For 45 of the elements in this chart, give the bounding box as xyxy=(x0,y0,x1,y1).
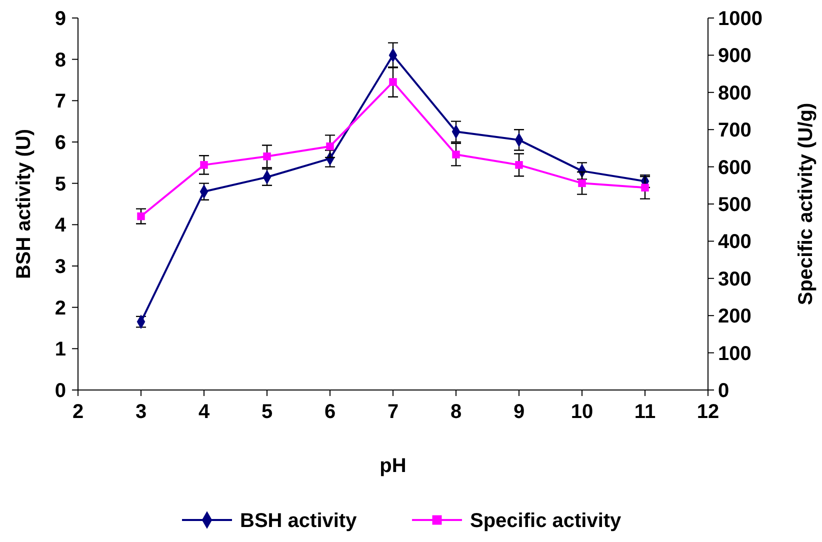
x-tick-label: 12 xyxy=(696,401,720,423)
y2-tick-label: 500 xyxy=(718,194,752,216)
point xyxy=(326,142,334,150)
y2-tick-label: 600 xyxy=(718,156,752,179)
point xyxy=(578,179,586,188)
y-axis-title: BSH activity (U) xyxy=(13,128,35,280)
point xyxy=(200,161,208,169)
point xyxy=(452,150,460,158)
y2-tick-label: 0 xyxy=(718,380,730,402)
point xyxy=(641,184,649,192)
y-tick-label: 0 xyxy=(54,380,66,402)
x-tick-label: 2 xyxy=(72,401,84,423)
x-axis-title: pH xyxy=(380,455,406,477)
y2-tick-label: 100 xyxy=(718,342,752,365)
y-tick-label: 3 xyxy=(54,256,66,278)
y-tick-label: 5 xyxy=(54,173,66,196)
x-tick-label: 3 xyxy=(135,401,147,423)
x-tick-label: 10 xyxy=(570,401,594,423)
y2-tick-label: 200 xyxy=(718,306,752,328)
y2-tick-label: 300 xyxy=(718,268,752,290)
y2-tick-label: 800 xyxy=(718,82,752,104)
y-tick-label: 9 xyxy=(54,8,66,30)
x-tick-label: 9 xyxy=(513,401,525,423)
y-tick-label: 6 xyxy=(54,132,66,154)
y-tick-label: 7 xyxy=(54,90,66,113)
y2-tick-label: 700 xyxy=(718,120,752,142)
x-tick-label: 8 xyxy=(450,401,462,423)
x-tick-label: 7 xyxy=(387,401,399,423)
y2-tick-label: 900 xyxy=(718,45,752,68)
x-tick-label: 5 xyxy=(261,401,273,423)
y-tick-label: 4 xyxy=(54,214,67,237)
x-tick-label: 4 xyxy=(198,401,210,423)
point xyxy=(263,152,271,160)
legend-label: BSH activity xyxy=(240,510,358,532)
point xyxy=(389,78,397,86)
y-tick-label: 2 xyxy=(54,297,66,320)
y2-tick-label: 1000 xyxy=(718,8,762,30)
legend-label: Specific activity xyxy=(470,510,622,532)
point xyxy=(515,161,523,169)
y2-tick-label: 400 xyxy=(718,231,752,254)
x-tick-label: 6 xyxy=(324,401,336,423)
y2-axis-title: Specific activity (U/g) xyxy=(795,102,817,306)
y-tick-label: 8 xyxy=(54,49,66,72)
y-tick-label: 1 xyxy=(54,338,66,361)
x-tick-label: 11 xyxy=(634,401,656,423)
